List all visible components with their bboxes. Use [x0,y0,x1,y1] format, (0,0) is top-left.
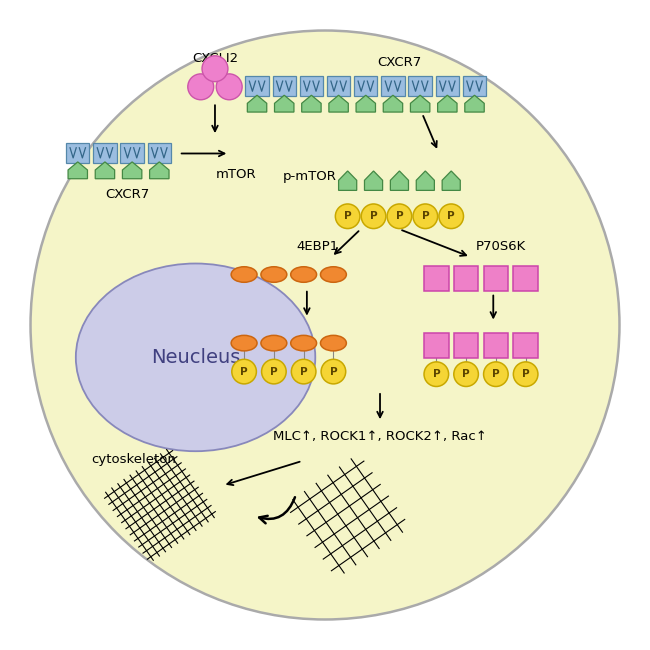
Text: P: P [240,367,248,376]
Ellipse shape [231,335,257,351]
Text: CXCLI2: CXCLI2 [192,52,238,65]
Circle shape [335,204,360,229]
FancyBboxPatch shape [424,266,448,291]
Circle shape [216,74,242,99]
FancyBboxPatch shape [272,77,296,96]
Circle shape [361,204,386,229]
Text: cytoskeleton: cytoskeleton [92,453,177,466]
Text: P: P [492,369,500,379]
Polygon shape [339,171,357,190]
Polygon shape [356,96,376,112]
Circle shape [321,359,346,384]
Ellipse shape [291,266,317,282]
Circle shape [413,204,437,229]
FancyBboxPatch shape [484,333,508,358]
Circle shape [202,56,228,82]
Polygon shape [384,96,402,112]
Polygon shape [122,162,142,179]
Polygon shape [68,162,88,179]
Text: P: P [522,369,530,379]
Polygon shape [302,96,321,112]
FancyBboxPatch shape [66,143,90,162]
Circle shape [188,74,214,99]
FancyBboxPatch shape [514,333,538,358]
Ellipse shape [261,266,287,282]
Text: MLC↑, ROCK1↑, ROCK2↑, Rac↑: MLC↑, ROCK1↑, ROCK2↑, Rac↑ [273,430,487,443]
FancyBboxPatch shape [246,77,268,96]
FancyBboxPatch shape [382,77,404,96]
Text: P: P [270,367,278,376]
FancyBboxPatch shape [300,77,323,96]
Text: 4EBP1: 4EBP1 [296,240,339,253]
FancyBboxPatch shape [327,77,350,96]
FancyBboxPatch shape [454,333,478,358]
Text: P: P [421,211,429,221]
Polygon shape [248,96,266,112]
Text: CXCR7: CXCR7 [377,57,422,70]
FancyBboxPatch shape [484,266,508,291]
Text: Neucleus: Neucleus [151,348,240,367]
Circle shape [232,359,256,384]
Circle shape [387,204,411,229]
Text: P: P [300,367,307,376]
Text: P: P [330,367,337,376]
Ellipse shape [261,335,287,351]
Text: P: P [370,211,378,221]
Polygon shape [274,96,294,112]
Circle shape [484,362,508,387]
Text: P: P [344,211,352,221]
FancyBboxPatch shape [436,77,459,96]
Circle shape [514,362,538,387]
Polygon shape [442,171,460,190]
Circle shape [424,362,448,387]
Polygon shape [150,162,169,179]
Text: P: P [396,211,403,221]
FancyBboxPatch shape [148,143,171,162]
Text: P: P [432,369,440,379]
Polygon shape [96,162,114,179]
FancyBboxPatch shape [94,143,116,162]
Polygon shape [329,96,348,112]
Polygon shape [365,171,383,190]
Ellipse shape [291,335,317,351]
FancyBboxPatch shape [354,77,378,96]
Ellipse shape [76,263,315,451]
FancyBboxPatch shape [120,143,144,162]
Polygon shape [410,96,430,112]
Polygon shape [391,171,408,190]
Ellipse shape [320,266,346,282]
Text: CXCR7: CXCR7 [105,188,149,201]
Text: mTOR: mTOR [215,168,256,181]
Circle shape [261,359,286,384]
Polygon shape [465,96,484,112]
Circle shape [291,359,316,384]
Text: p-mTOR: p-mTOR [283,170,337,183]
Ellipse shape [231,266,257,282]
Text: P: P [462,369,470,379]
Text: P70S6K: P70S6K [476,240,526,253]
Polygon shape [416,171,434,190]
FancyBboxPatch shape [424,333,448,358]
Text: P: P [447,211,455,221]
Circle shape [454,362,478,387]
FancyBboxPatch shape [454,266,478,291]
FancyBboxPatch shape [514,266,538,291]
FancyBboxPatch shape [408,77,432,96]
Circle shape [31,31,619,619]
FancyBboxPatch shape [463,77,486,96]
Ellipse shape [320,335,346,351]
Polygon shape [437,96,457,112]
Circle shape [439,204,463,229]
